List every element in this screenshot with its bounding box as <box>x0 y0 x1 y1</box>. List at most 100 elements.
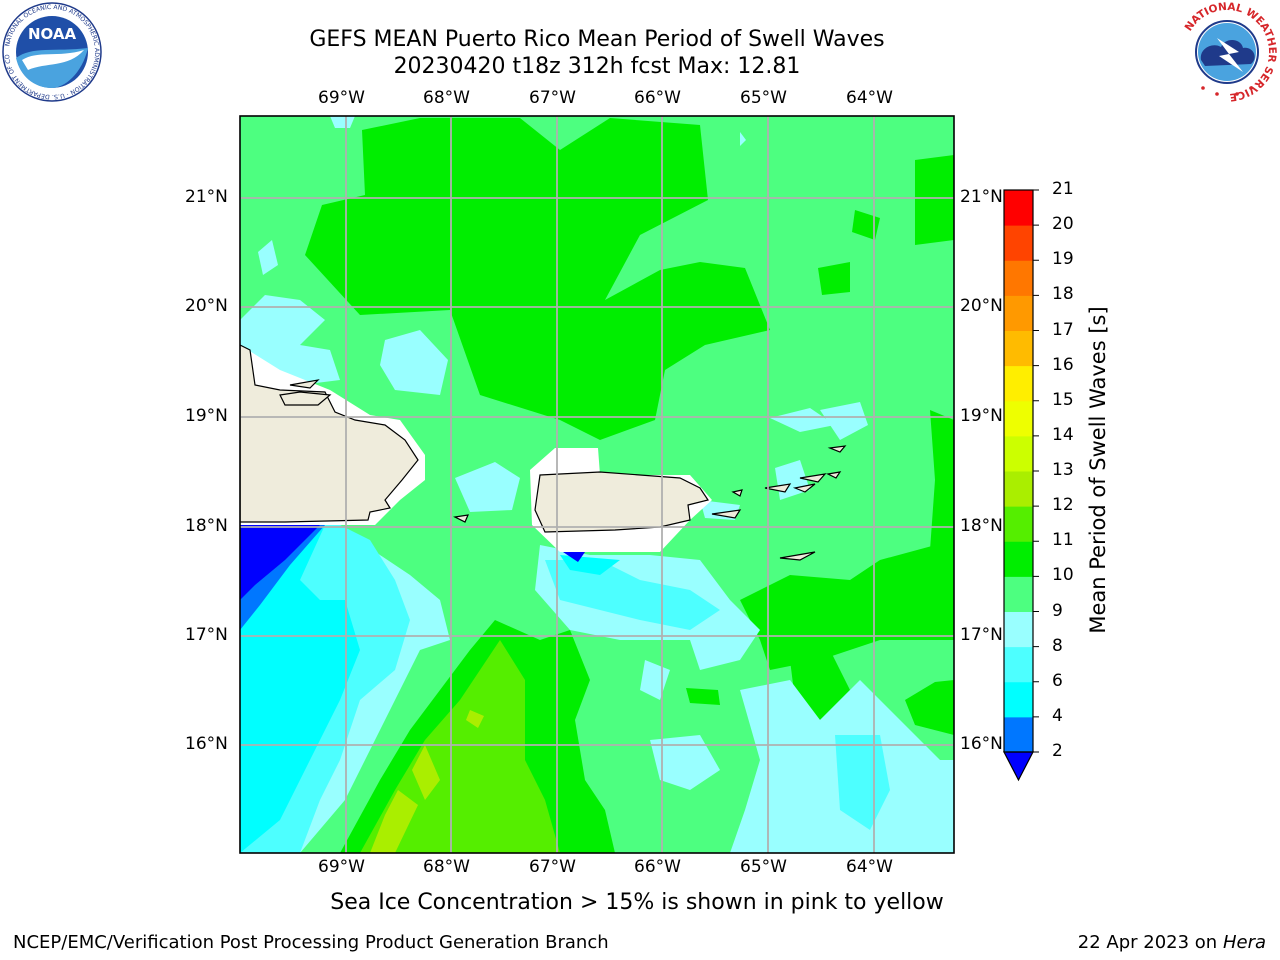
colorbar-swatch <box>1004 681 1033 718</box>
land-islet <box>764 483 792 493</box>
colorbar-tick-label: 14 <box>1052 424 1074 445</box>
lat-tick-left: 17°N <box>185 625 228 645</box>
lat-tick-right: 18°N <box>960 516 1003 536</box>
band-8-9 <box>455 462 520 512</box>
band-12-13 <box>370 790 418 853</box>
lon-tick-top: 67°W <box>529 88 576 108</box>
colorbar-swatch <box>1004 330 1033 367</box>
chart-subtitle: 20230420 t18z 312h fcst Max: 12.81 <box>393 54 801 79</box>
band-4-6 <box>240 525 360 853</box>
land-islet <box>779 551 816 561</box>
colorbar-tick-label: 4 <box>1052 705 1063 726</box>
band-10-11 <box>818 262 850 295</box>
land-islet <box>731 489 743 497</box>
colorbar-tick-label: 6 <box>1052 670 1063 691</box>
band-below-2 <box>560 550 585 562</box>
colorbar-swatch <box>1004 190 1033 226</box>
lon-tick-bottom: 65°W <box>740 857 787 877</box>
colorbar-swatch <box>1004 716 1033 753</box>
band-8-9 <box>770 408 835 432</box>
colorbar-swatch <box>1004 541 1033 577</box>
host-name: Hera <box>1222 932 1266 953</box>
lon-tick-bottom: 69°W <box>318 857 365 877</box>
colorbar-tick-label: 19 <box>1052 249 1074 270</box>
colorbar-swatch <box>1004 471 1033 507</box>
band-10-11 <box>905 680 954 735</box>
colorbar-extend-min <box>1003 751 1034 782</box>
generation-date: 22 Apr 2023 on Hera <box>1077 932 1266 953</box>
band-12-13 <box>412 745 440 800</box>
band-10-11 <box>915 155 954 245</box>
band-12-13 <box>466 710 484 728</box>
colorbar-swatch <box>1004 435 1033 472</box>
lat-tick-right: 21°N <box>960 187 1003 207</box>
colorbar-tick-label: 15 <box>1052 389 1074 410</box>
colorbar-tick-label: 9 <box>1052 600 1063 621</box>
band-6-8 <box>835 735 890 830</box>
band-8-9 <box>380 330 448 395</box>
lat-tick-right: 20°N <box>960 296 1003 316</box>
land-islet <box>711 509 742 519</box>
lon-tick-bottom: 64°W <box>846 857 893 877</box>
colorbar-swatch <box>1004 646 1033 683</box>
colorbar-swatch <box>1004 506 1033 542</box>
lon-tick-top: 66°W <box>634 88 681 108</box>
colorbar-tick-label: 16 <box>1052 354 1074 375</box>
colorbar-tick-label: 10 <box>1052 565 1074 586</box>
colorbar-tick-label: 17 <box>1052 319 1074 340</box>
land-islet <box>453 514 469 523</box>
colorbar-swatch <box>1004 260 1033 296</box>
colorbar-label: Mean Period of Swell Waves [s] <box>1086 306 1110 634</box>
land-islet <box>826 471 842 479</box>
band-below-2 <box>240 525 320 600</box>
colorbar-swatch <box>1004 576 1033 612</box>
band-10-11 <box>930 410 954 560</box>
land-islet <box>279 391 332 406</box>
lon-tick-top: 69°W <box>318 88 365 108</box>
colorbar-swatch <box>1004 611 1033 648</box>
colorbar-tick-label: 21 <box>1052 179 1074 199</box>
colorbar-tick-label: 20 <box>1052 214 1074 235</box>
land-islet <box>799 473 827 483</box>
band-6-8 <box>545 560 720 630</box>
lon-tick-bottom: 68°W <box>423 857 470 877</box>
colorbar-swatch <box>1004 365 1033 402</box>
lat-tick-right: 17°N <box>960 625 1003 645</box>
land-islet <box>289 379 320 389</box>
national-weather-service-logo: NATIONAL WEATHER SERVICE <box>1178 2 1277 102</box>
colorbar-tick-label: 8 <box>1052 635 1063 656</box>
colorbar-swatch <box>1004 400 1033 437</box>
band-8-9 <box>820 402 868 440</box>
lat-tick-left: 20°N <box>185 296 228 316</box>
colorbar-tick-label: 18 <box>1052 284 1074 305</box>
svg-text:NOAA: NOAA <box>28 25 77 43</box>
colorbar-tick-label: 2 <box>1052 741 1063 761</box>
lon-tick-top: 68°W <box>423 88 470 108</box>
band-10-11 <box>686 688 720 705</box>
sea-ice-note: Sea Ice Concentration > 15% is shown in … <box>330 890 944 915</box>
band-8-9 <box>740 132 746 146</box>
lon-tick-bottom: 67°W <box>529 857 576 877</box>
noaa-logo: NATIONAL OCEANIC AND ATMOSPHERIC ADMINIS… <box>2 2 102 102</box>
lat-tick-left: 19°N <box>185 406 228 426</box>
lat-tick-right: 16°N <box>960 734 1003 754</box>
lon-tick-bottom: 66°W <box>634 857 681 877</box>
band-8-9 <box>258 240 278 275</box>
colorbar-swatch <box>1004 225 1033 261</box>
colorbar-tick-label: 11 <box>1052 530 1074 551</box>
lat-tick-right: 19°N <box>960 406 1003 426</box>
lat-tick-left: 18°N <box>185 516 228 536</box>
band-8-9 <box>330 116 355 128</box>
chart-title: GEFS MEAN Puerto Rico Mean Period of Swe… <box>309 27 885 52</box>
lat-tick-left: 16°N <box>185 734 228 754</box>
colorbar-tick-label: 12 <box>1052 495 1074 516</box>
land-islet <box>792 483 816 493</box>
lat-tick-left: 21°N <box>185 187 228 207</box>
land-islet <box>827 445 847 453</box>
band-8-9 <box>650 735 720 790</box>
colorbar-tick-label: 13 <box>1052 460 1074 480</box>
band-10-11 <box>852 210 880 240</box>
land-puerto-rico <box>534 471 709 533</box>
band-10-11 <box>740 540 954 670</box>
